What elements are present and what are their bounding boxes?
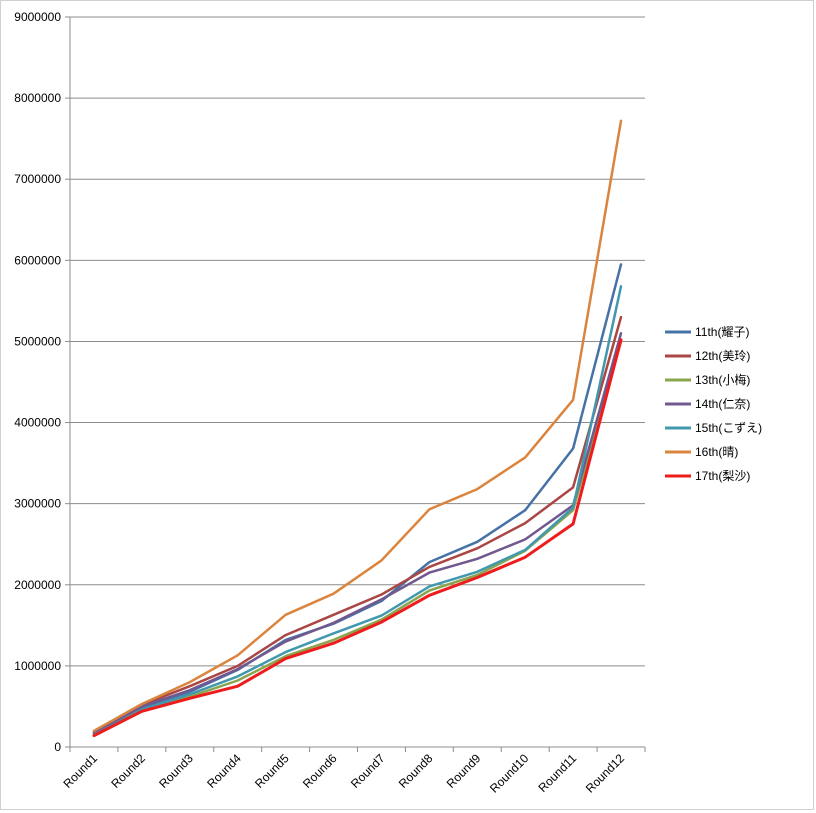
x-tick-labels: Round1 Round2 Round3 Round4 Round5 Round6 Roun… xyxy=(60,751,627,796)
series-line xyxy=(92,263,623,734)
legend-label: 12th(美玲) xyxy=(695,349,750,363)
y-tick-label: 8000000 xyxy=(14,91,61,105)
y-tick-label: 1000000 xyxy=(14,659,61,673)
series-line xyxy=(92,340,623,736)
axes xyxy=(65,16,646,752)
x-tick-label: Round2 xyxy=(108,751,148,791)
y-tick-label: 4000000 xyxy=(14,416,61,430)
x-tick-label: Round9 xyxy=(444,751,484,791)
x-tick-label: Round5 xyxy=(252,751,292,791)
x-tick-label: Round1 xyxy=(60,751,100,791)
legend-label: 13th(小梅) xyxy=(695,372,750,387)
legend: 11th(耀子) 12th(美玲) 13th(小梅) 14th(仁奈) 15th(こずえ… xyxy=(665,325,762,483)
x-tick-label: Round3 xyxy=(156,751,196,791)
series-line xyxy=(92,332,623,735)
y-tick-label: 6000000 xyxy=(14,253,61,267)
series-lines xyxy=(92,119,623,738)
series-line xyxy=(92,338,623,738)
y-tick-label: 0 xyxy=(54,740,61,754)
series-line xyxy=(92,315,623,733)
legend-label: 16th(晴) xyxy=(695,445,738,459)
x-tick-label: Round4 xyxy=(204,751,244,791)
y-tick-label: 5000000 xyxy=(14,334,61,348)
y-tick-label: 7000000 xyxy=(14,172,61,186)
x-tick-label: Round8 xyxy=(396,751,436,791)
y-tick-labels: 0 1000000 2000000 3000000 4000000 5000000 6000… xyxy=(14,10,61,754)
y-tick-label: 3000000 xyxy=(14,497,61,511)
legend-label: 11th(耀子) xyxy=(695,325,749,339)
gridlines xyxy=(70,16,645,667)
legend-label: 17th(梨沙) xyxy=(695,469,750,483)
x-tick-label: Round10 xyxy=(487,751,532,796)
legend-label: 14th(仁奈) xyxy=(695,397,750,411)
y-tick-label: 9000000 xyxy=(14,10,61,24)
series-line xyxy=(92,119,623,733)
x-tick-label: Round11 xyxy=(536,751,580,795)
x-tick-label: Round12 xyxy=(583,751,628,796)
series-line xyxy=(92,285,623,737)
x-tick-label: Round7 xyxy=(348,751,388,791)
y-tick-label: 2000000 xyxy=(14,578,61,592)
legend-label: 15th(こずえ) xyxy=(695,421,762,435)
x-tick-label: Round6 xyxy=(300,751,340,791)
